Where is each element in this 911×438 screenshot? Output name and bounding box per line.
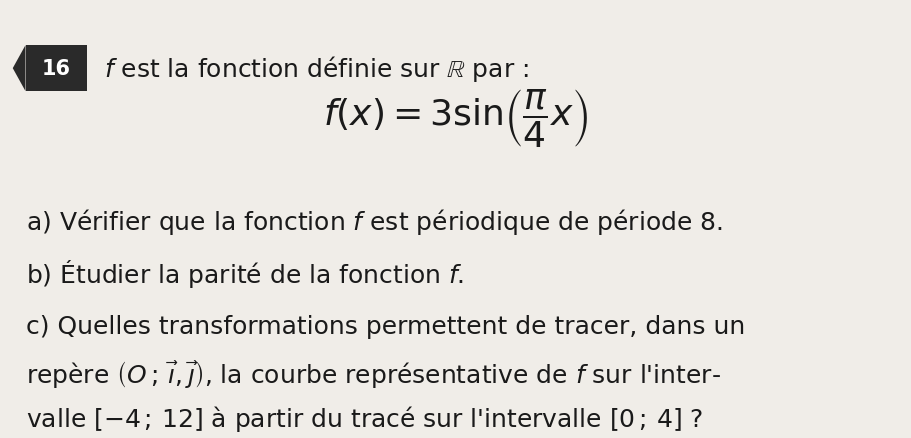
Text: a) Vérifier que la fonction $f$ est périodique de période 8.: a) Vérifier que la fonction $f$ est péri… [26,206,722,236]
Text: repère $\left(O\,;\,\vec{\imath},\vec{\jmath}\right)$, la courbe représentative : repère $\left(O\,;\,\vec{\imath},\vec{\j… [26,359,721,390]
Text: c) Quelles transformations permettent de tracer, dans un: c) Quelles transformations permettent de… [26,314,745,338]
Text: 16: 16 [42,59,71,79]
FancyBboxPatch shape [26,46,87,92]
Polygon shape [13,46,26,92]
Text: $f$ est la fonction définie sur $\mathbb{R}$ par :: $f$ est la fonction définie sur $\mathbb… [104,54,528,84]
Text: $f(x) = 3\sin\!\left(\dfrac{\pi}{4}x\right)$: $f(x) = 3\sin\!\left(\dfrac{\pi}{4}x\rig… [322,87,589,149]
Text: valle $[-4\,;\,12]$ à partir du tracé sur l'intervalle $[0\,;\,4]$ ?: valle $[-4\,;\,12]$ à partir du tracé su… [26,403,703,433]
Text: b) Étudier la parité de la fonction $f$.: b) Étudier la parité de la fonction $f$. [26,258,464,290]
